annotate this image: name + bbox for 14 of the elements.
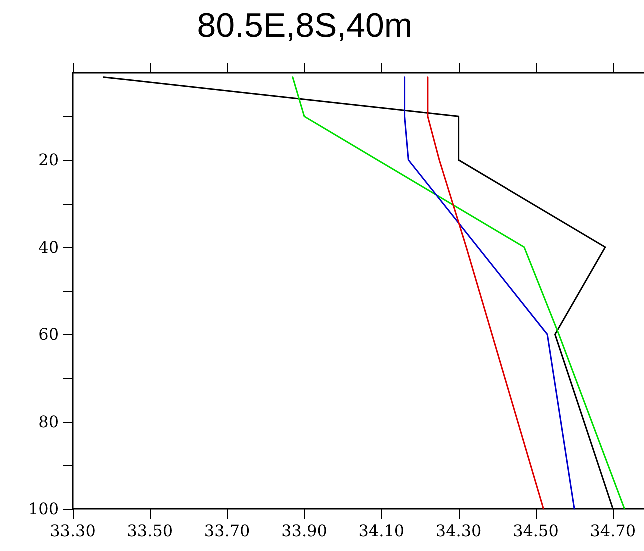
x-tick-label: 33.90 bbox=[282, 522, 328, 540]
x-tick-label: 34.50 bbox=[513, 522, 559, 540]
x-tick-label: 33.30 bbox=[50, 522, 96, 540]
y-tick-label: 40 bbox=[38, 238, 59, 257]
y-tick-label: 20 bbox=[38, 150, 59, 170]
x-tick-label: 34.70 bbox=[590, 522, 636, 540]
y-tick-label: 60 bbox=[38, 325, 59, 344]
x-tick-label: 34.10 bbox=[358, 522, 405, 540]
y-tick-label: 100 bbox=[28, 500, 59, 518]
chart-title: 80.5E,8S,40m bbox=[197, 7, 413, 45]
x-tick-label: 33.70 bbox=[204, 522, 250, 540]
x-tick-label: 33.50 bbox=[127, 522, 174, 540]
x-tick-label: 34.30 bbox=[436, 522, 482, 540]
y-tick-label: 80 bbox=[38, 412, 59, 432]
